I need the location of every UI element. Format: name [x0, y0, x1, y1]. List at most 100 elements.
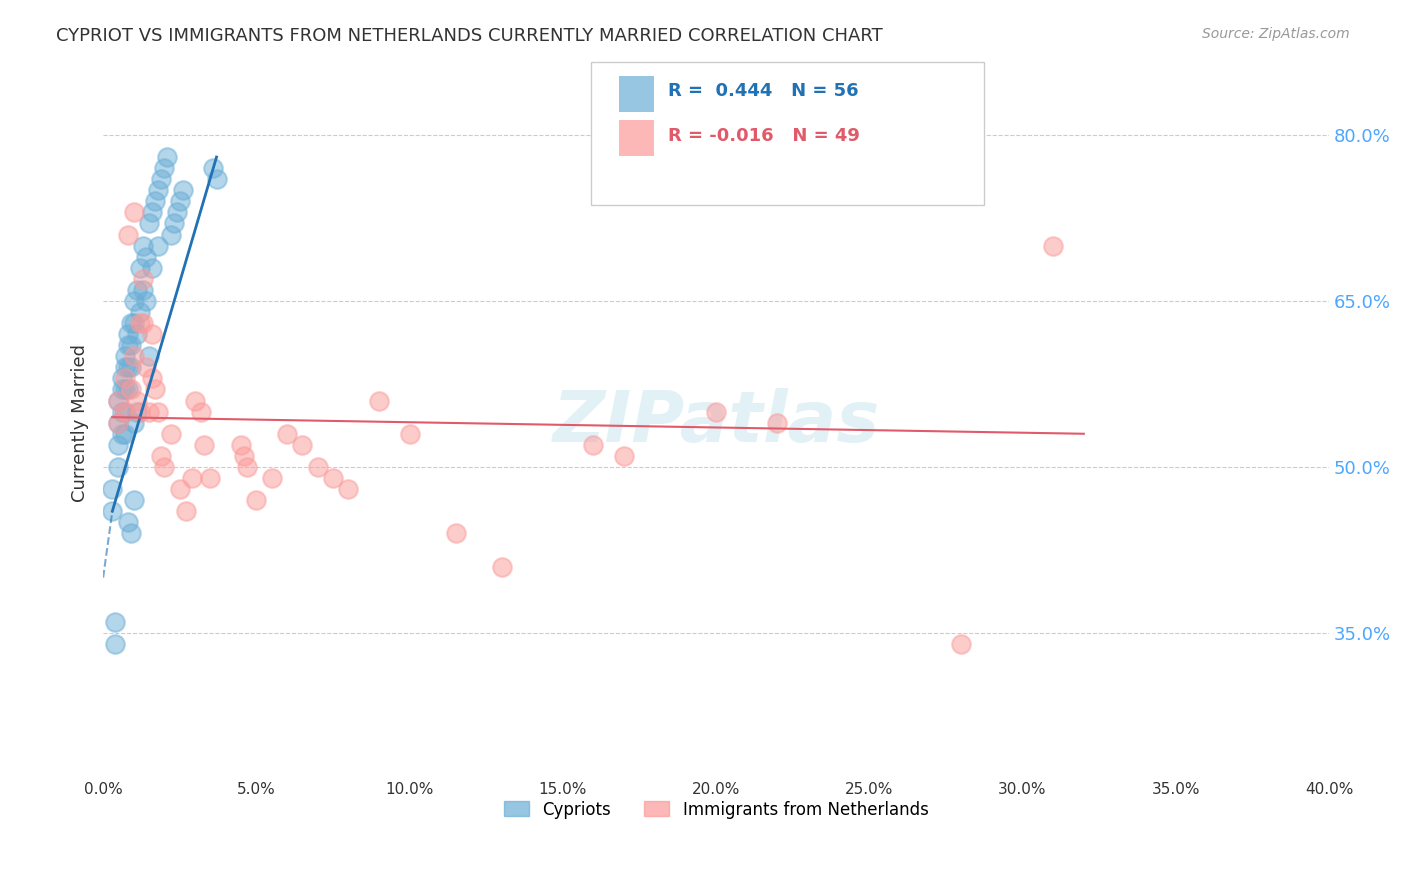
Point — [172, 183, 194, 197]
Point — [141, 205, 163, 219]
Point — [125, 404, 148, 418]
Point — [141, 371, 163, 385]
Point — [114, 426, 136, 441]
Point — [184, 393, 207, 408]
Text: Source: ZipAtlas.com: Source: ZipAtlas.com — [1202, 27, 1350, 41]
Point — [307, 460, 329, 475]
Point — [143, 194, 166, 209]
Point — [138, 217, 160, 231]
Point — [704, 404, 727, 418]
Point — [117, 360, 139, 375]
Text: ZIPatlas: ZIPatlas — [553, 388, 880, 458]
Point — [132, 272, 155, 286]
Point — [135, 250, 157, 264]
Point — [1042, 238, 1064, 252]
Point — [129, 316, 152, 330]
Point — [162, 217, 184, 231]
Point — [125, 393, 148, 408]
Point — [122, 205, 145, 219]
Point — [107, 393, 129, 408]
Point — [138, 404, 160, 418]
Point — [101, 482, 124, 496]
Point — [582, 438, 605, 452]
Point — [174, 504, 197, 518]
Point — [205, 172, 228, 186]
Point — [153, 161, 176, 175]
Point — [120, 360, 142, 375]
Point — [107, 460, 129, 475]
Point — [129, 305, 152, 319]
Point — [398, 426, 420, 441]
Point — [202, 161, 225, 175]
Point — [150, 172, 173, 186]
Point — [150, 449, 173, 463]
Point — [122, 416, 145, 430]
Point — [193, 438, 215, 452]
Point — [135, 360, 157, 375]
Point — [107, 416, 129, 430]
Point — [107, 393, 129, 408]
Point — [368, 393, 391, 408]
Point — [114, 360, 136, 375]
Point — [125, 327, 148, 342]
Point — [122, 349, 145, 363]
Point — [181, 471, 204, 485]
Point — [169, 194, 191, 209]
Point — [143, 383, 166, 397]
Point — [117, 327, 139, 342]
Point — [114, 371, 136, 385]
Point — [156, 150, 179, 164]
Point — [122, 293, 145, 308]
Point — [125, 283, 148, 297]
Point — [120, 383, 142, 397]
Point — [245, 493, 267, 508]
Point — [169, 482, 191, 496]
Point — [114, 383, 136, 397]
Point — [117, 338, 139, 352]
Point — [444, 526, 467, 541]
Point — [122, 493, 145, 508]
Point — [120, 316, 142, 330]
Point — [291, 438, 314, 452]
Text: CYPRIOT VS IMMIGRANTS FROM NETHERLANDS CURRENTLY MARRIED CORRELATION CHART: CYPRIOT VS IMMIGRANTS FROM NETHERLANDS C… — [56, 27, 883, 45]
Point — [141, 260, 163, 275]
Point — [129, 404, 152, 418]
Point — [229, 438, 252, 452]
Point — [110, 383, 132, 397]
Point — [950, 637, 973, 651]
Point — [233, 449, 256, 463]
Point — [148, 238, 170, 252]
Point — [117, 516, 139, 530]
Point — [129, 260, 152, 275]
Point — [104, 637, 127, 651]
Point — [110, 371, 132, 385]
Point — [107, 438, 129, 452]
Point — [260, 471, 283, 485]
Point — [114, 404, 136, 418]
Point — [159, 426, 181, 441]
Point — [117, 227, 139, 242]
Point — [107, 416, 129, 430]
Point — [200, 471, 222, 485]
Point — [148, 404, 170, 418]
Point — [120, 526, 142, 541]
Point — [153, 460, 176, 475]
Text: R =  0.444   N = 56: R = 0.444 N = 56 — [668, 82, 859, 100]
Point — [135, 293, 157, 308]
Point — [613, 449, 636, 463]
Point — [132, 316, 155, 330]
Legend: Cypriots, Immigrants from Netherlands: Cypriots, Immigrants from Netherlands — [498, 794, 935, 825]
Point — [148, 183, 170, 197]
Point — [141, 327, 163, 342]
Point — [110, 404, 132, 418]
Point — [132, 283, 155, 297]
Point — [236, 460, 259, 475]
Point — [110, 426, 132, 441]
Point — [159, 227, 181, 242]
Point — [190, 404, 212, 418]
Point — [117, 383, 139, 397]
Point — [132, 238, 155, 252]
Point — [122, 316, 145, 330]
Point — [491, 559, 513, 574]
Point — [101, 504, 124, 518]
